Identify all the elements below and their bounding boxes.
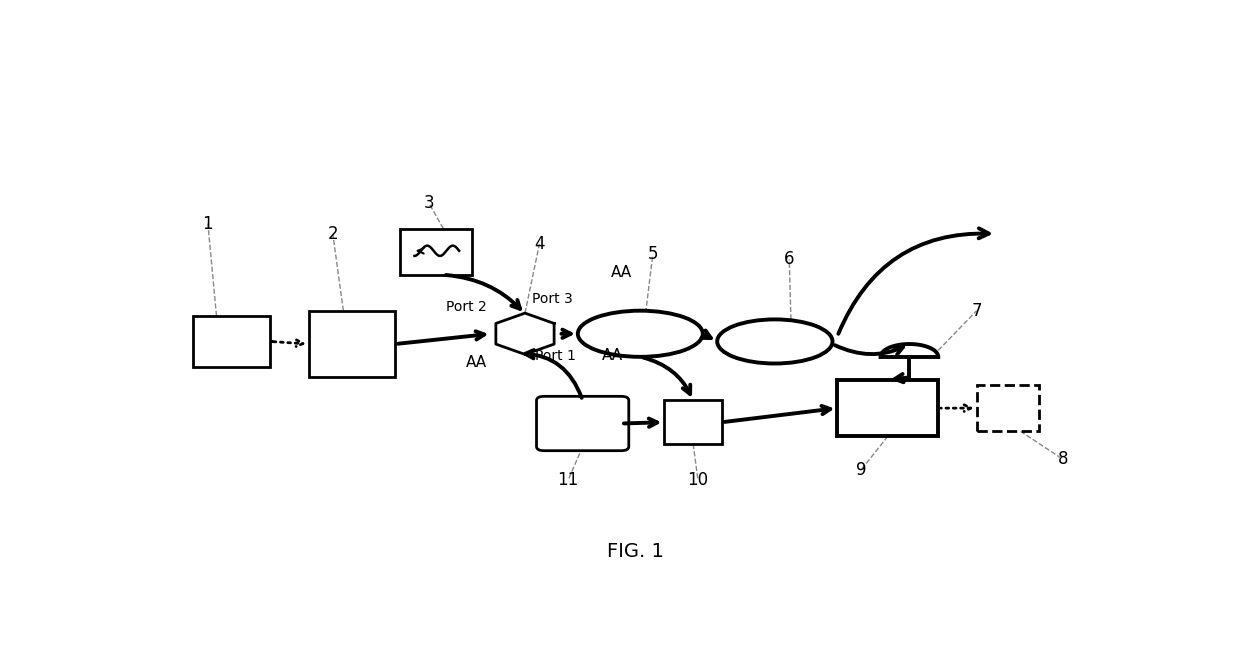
Bar <box>665 400 722 444</box>
Text: 11: 11 <box>558 471 579 489</box>
Text: 4: 4 <box>534 235 544 253</box>
Text: FIG. 1: FIG. 1 <box>608 542 663 561</box>
Text: 1: 1 <box>202 214 213 232</box>
Bar <box>837 380 939 436</box>
Text: 8: 8 <box>1058 450 1069 468</box>
Text: AA: AA <box>465 355 486 370</box>
Text: 10: 10 <box>687 471 708 489</box>
Text: Port 1: Port 1 <box>534 350 575 364</box>
Text: Port 3: Port 3 <box>532 292 573 306</box>
Bar <box>193 316 270 367</box>
Text: 3: 3 <box>424 194 434 212</box>
Text: 7: 7 <box>971 302 982 320</box>
Text: AA: AA <box>601 348 622 364</box>
Ellipse shape <box>578 310 703 357</box>
Bar <box>977 385 1039 431</box>
Ellipse shape <box>717 320 832 364</box>
Text: 9: 9 <box>856 461 867 479</box>
Text: 6: 6 <box>784 250 795 268</box>
Text: Port 2: Port 2 <box>446 300 486 314</box>
Bar <box>309 310 396 378</box>
Text: 5: 5 <box>647 245 658 263</box>
FancyBboxPatch shape <box>537 396 629 451</box>
Bar <box>401 228 472 275</box>
Text: 2: 2 <box>327 224 339 243</box>
Text: AA: AA <box>610 265 631 280</box>
